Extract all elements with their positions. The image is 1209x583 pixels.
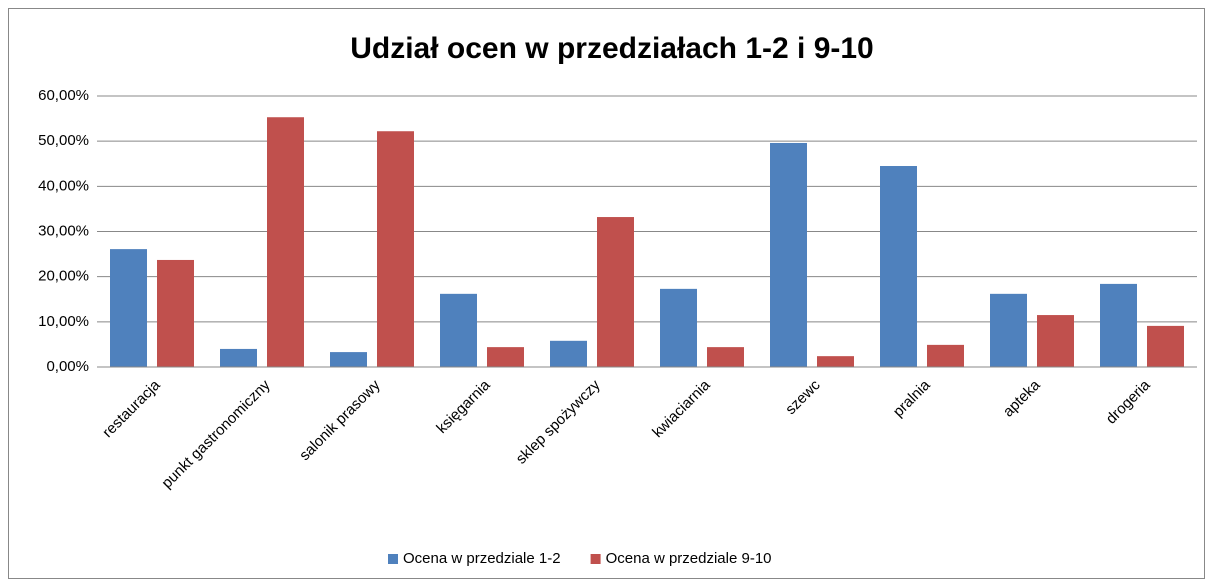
- bar: [1147, 325, 1184, 367]
- bar: [880, 166, 917, 367]
- bar: [377, 131, 414, 367]
- bar: [440, 293, 477, 367]
- y-tick-label: 0,00%: [46, 358, 89, 375]
- legend-swatch: [388, 554, 398, 564]
- bar: [550, 340, 587, 367]
- bar: [110, 249, 147, 367]
- bar: [597, 217, 634, 367]
- bar: [487, 347, 524, 367]
- y-tick-label: 20,00%: [38, 268, 89, 285]
- bar: [157, 259, 194, 367]
- bar: [927, 344, 964, 367]
- legend-label: Ocena w przedziale 9-10: [606, 550, 772, 567]
- bar: [817, 356, 854, 367]
- bar: [660, 288, 697, 367]
- bar: [770, 142, 807, 367]
- legend-label: Ocena w przedziale 1-2: [403, 550, 561, 567]
- y-tick-label: 10,00%: [38, 313, 89, 330]
- bar: [1037, 315, 1074, 367]
- chart-title: Udział ocen w przedziałach 1-2 i 9-10: [350, 32, 874, 65]
- bar: [330, 352, 367, 367]
- y-tick-label: 40,00%: [38, 177, 89, 194]
- legend-swatch: [590, 554, 601, 564]
- y-tick-label: 60,00%: [38, 87, 89, 104]
- bar: [1100, 283, 1137, 367]
- y-tick-label: 30,00%: [38, 222, 89, 239]
- y-tick-label: 50,00%: [38, 132, 89, 149]
- bar: [707, 347, 744, 367]
- bar: [220, 348, 257, 367]
- bar: [267, 117, 304, 367]
- bar: [990, 293, 1027, 367]
